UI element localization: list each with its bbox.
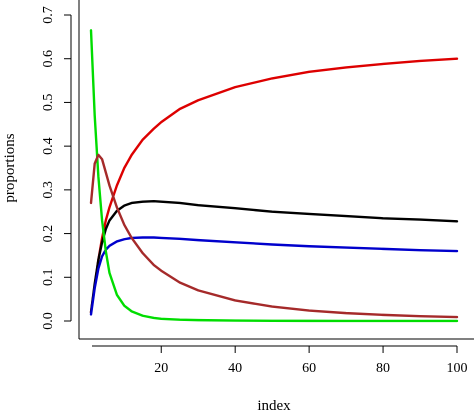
y-tick-label: 0.2: [41, 225, 56, 243]
x-tick-label: 80: [376, 361, 390, 376]
x-tick-label: 20: [154, 361, 168, 376]
y-tick-label: 0.0: [41, 312, 56, 330]
x-tick-label: 60: [302, 361, 316, 376]
y-tick-label: 0.4: [41, 137, 56, 155]
series-line-5: [89, 153, 459, 319]
y-tick-label: 0.3: [41, 181, 56, 199]
x-tick-label: 40: [228, 361, 242, 376]
series-line-4: [89, 29, 459, 323]
y-tick-label: 0.5: [41, 94, 56, 112]
y-axis-title: proportions: [2, 133, 18, 202]
x-axis-title: index: [257, 398, 291, 412]
plot-frame: [70, 0, 474, 347]
series-lines: [89, 29, 459, 323]
y-tick-label: 0.6: [41, 50, 56, 68]
y-tick-label: 0.7: [41, 6, 56, 24]
series-line-1: [89, 57, 459, 314]
series-line-3: [89, 236, 459, 316]
y-tick-label: 0.1: [41, 269, 56, 287]
y-axis-ticks: 0.0 0.1 0.2 0.3 0.4 0.5 0.6 0.7: [41, 6, 71, 330]
x-tick-label: 100: [447, 361, 468, 376]
x-axis-ticks: 20 40 60 80 100: [154, 346, 468, 376]
